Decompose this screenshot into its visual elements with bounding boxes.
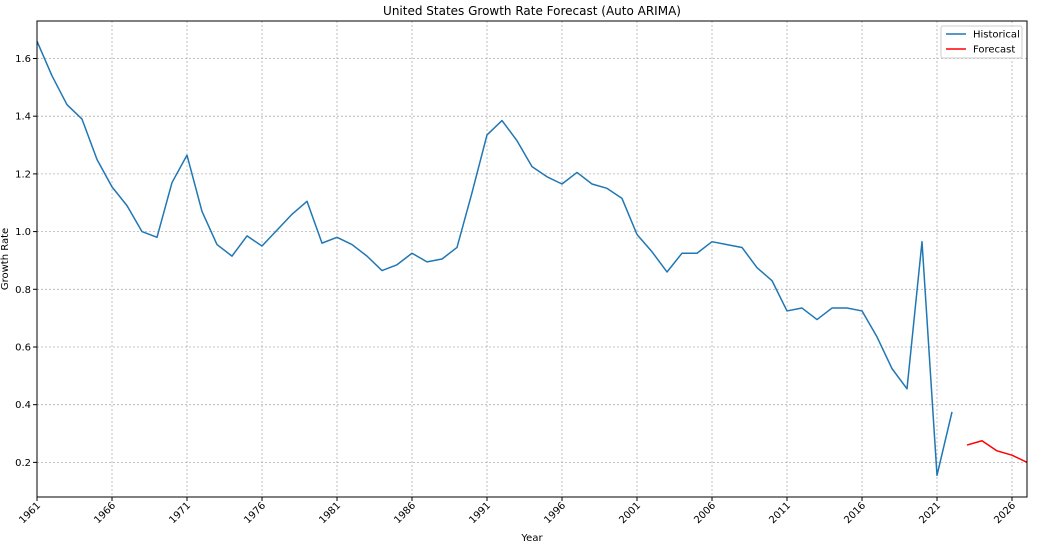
y-tick-label: 1.2 [15,169,31,180]
series-line-forecast [966,440,1027,464]
legend: Historical Forecast [940,25,1023,59]
y-tick-label: 0.8 [15,285,31,296]
y-tick-label: 1.0 [15,227,31,238]
y-tick-label: 0.6 [15,342,31,353]
chart-title: United States Growth Rate Forecast (Auto… [383,4,681,18]
series-lines [37,40,1027,477]
x-axis-title: Year [520,533,543,544]
legend-items: Historical Forecast [946,30,1020,56]
grid [36,21,1027,497]
y-axis-ticks: 0.2 0.4 0.6 0.8 1.0 1.2 1.4 1.6 [15,54,37,469]
plot-frame [36,20,1028,498]
y-tick-label: 0.4 [15,400,31,411]
y-tick-label: 0.2 [15,458,31,469]
legend-label-forecast: Forecast [973,45,1015,56]
y-axis-title: Growth Rate [0,228,11,290]
y-tick-label: 1.6 [15,54,31,65]
y-tick-label: 1.4 [15,112,31,123]
series-line-historical [37,40,953,477]
legend-label-historical: Historical [973,30,1020,41]
